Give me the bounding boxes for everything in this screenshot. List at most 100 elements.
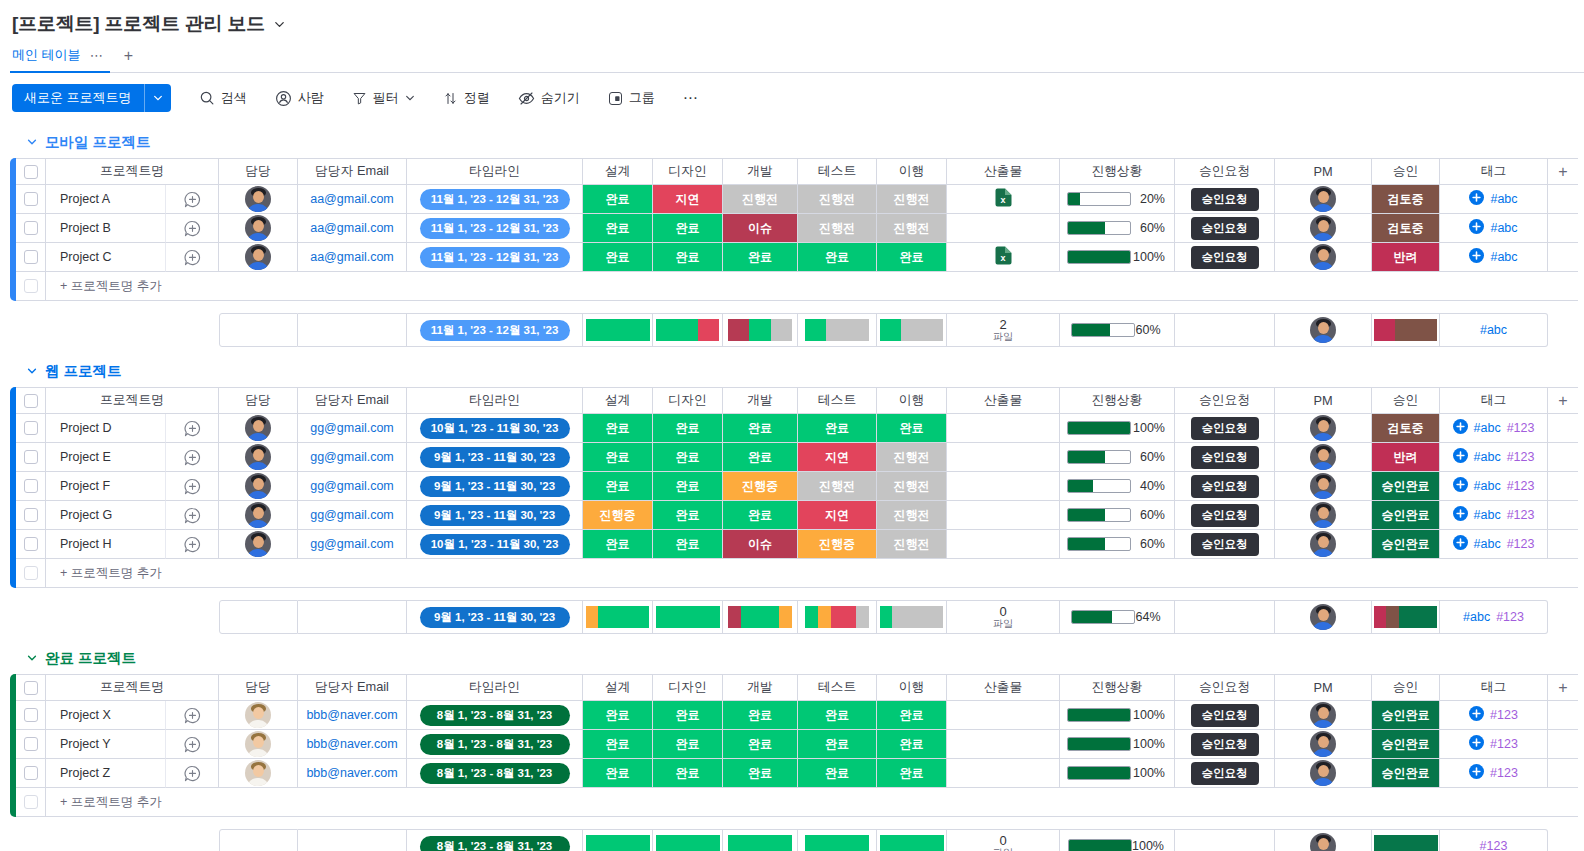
pm-avatar[interactable] [1275, 443, 1372, 472]
status-cell[interactable]: 진행중 [583, 501, 653, 530]
add-tag-icon[interactable] [1453, 419, 1468, 437]
column-header[interactable]: 태그 [1440, 387, 1548, 414]
pm-avatar[interactable] [1275, 214, 1372, 243]
progress-cell[interactable]: 100% [1060, 414, 1175, 443]
status-cell[interactable]: 완료 [583, 185, 653, 214]
select-all-checkbox[interactable] [16, 158, 46, 185]
add-conversation-icon[interactable] [166, 501, 219, 530]
assignee-email-link[interactable]: gg@gmail.com [298, 530, 407, 559]
add-item-button[interactable]: + 프로젝트명 추가 [46, 272, 1578, 301]
timeline-cell[interactable]: 11월 1, '23 - 12월 31, '23 [407, 243, 583, 272]
row-checkbox[interactable] [16, 501, 46, 530]
assignee-email-link[interactable]: aa@gmail.com [298, 185, 407, 214]
status-cell[interactable]: 완료 [723, 501, 798, 530]
status-cell[interactable]: 진행전 [798, 214, 877, 243]
excel-file-icon[interactable]: x [995, 188, 1012, 210]
status-cell[interactable]: 완료 [583, 730, 653, 759]
column-header[interactable]: 디자인 [653, 674, 723, 701]
assignee-email-link[interactable]: aa@gmail.com [298, 214, 407, 243]
pm-avatar[interactable] [1275, 701, 1372, 730]
column-header[interactable]: 진행상황 [1060, 158, 1175, 185]
deliverable-cell[interactable] [947, 501, 1060, 530]
assignee-email-link[interactable]: aa@gmail.com [298, 243, 407, 272]
add-tag-icon[interactable] [1469, 706, 1484, 724]
row-checkbox[interactable] [16, 701, 46, 730]
column-header-project-name[interactable]: 프로젝트명 [46, 158, 219, 185]
status-cell[interactable]: 완료 [877, 730, 947, 759]
tag-cell[interactable]: #123 [1440, 730, 1548, 759]
row-checkbox[interactable] [16, 530, 46, 559]
timeline-cell[interactable]: 10월 1, '23 - 11월 30, '23 [407, 414, 583, 443]
status-cell[interactable]: 진행중 [723, 472, 798, 501]
status-cell[interactable]: 완료 [583, 414, 653, 443]
column-header[interactable]: 담당자 Email [298, 674, 407, 701]
column-header[interactable]: 산출물 [947, 387, 1060, 414]
add-column-button[interactable]: + [1548, 158, 1578, 185]
status-cell[interactable]: 완료 [723, 414, 798, 443]
assignee-avatar[interactable] [219, 214, 298, 243]
tag-cell[interactable]: #abc [1440, 185, 1548, 214]
column-header[interactable]: 진행상황 [1060, 674, 1175, 701]
search-button[interactable]: 검색 [199, 89, 247, 107]
status-cell[interactable]: 완료 [653, 501, 723, 530]
column-header[interactable]: 승인 [1372, 387, 1440, 414]
tab-menu-icon[interactable]: ⋯ [90, 48, 104, 63]
project-name-cell[interactable]: Project A [46, 185, 166, 214]
column-header[interactable]: PM [1275, 674, 1372, 701]
status-cell[interactable]: 완료 [723, 701, 798, 730]
column-header[interactable]: 이행 [877, 158, 947, 185]
tag-cell[interactable]: #abc#123 [1440, 501, 1548, 530]
status-cell[interactable]: 완료 [723, 243, 798, 272]
person-filter-button[interactable]: 사람 [275, 89, 324, 107]
column-header[interactable]: 승인요청 [1175, 674, 1275, 701]
add-conversation-icon[interactable] [166, 759, 219, 788]
add-tag-icon[interactable] [1469, 735, 1484, 753]
status-cell[interactable]: 지연 [798, 443, 877, 472]
add-tag-icon[interactable] [1453, 506, 1468, 524]
approval-status-cell[interactable]: 승인완료 [1372, 501, 1440, 530]
pm-avatar[interactable] [1275, 501, 1372, 530]
approval-status-cell[interactable]: 승인완료 [1372, 530, 1440, 559]
deliverable-cell[interactable] [947, 759, 1060, 788]
approval-request-button[interactable]: 승인요청 [1191, 417, 1259, 440]
status-cell[interactable]: 완료 [798, 759, 877, 788]
board-title-chevron-down-icon[interactable] [273, 18, 286, 31]
progress-cell[interactable]: 100% [1060, 701, 1175, 730]
deliverable-cell[interactable]: x [947, 185, 1060, 214]
status-cell[interactable]: 완료 [653, 214, 723, 243]
add-conversation-icon[interactable] [166, 214, 219, 243]
status-cell[interactable]: 완료 [583, 472, 653, 501]
column-header[interactable]: 태그 [1440, 674, 1548, 701]
approval-request-cell[interactable]: 승인요청 [1175, 759, 1275, 788]
column-header[interactable]: 이행 [877, 387, 947, 414]
column-header-project-name[interactable]: 프로젝트명 [46, 674, 219, 701]
deliverable-cell[interactable] [947, 414, 1060, 443]
group-collapse-chevron-icon[interactable] [26, 364, 38, 380]
status-cell[interactable]: 진행전 [723, 185, 798, 214]
project-name-cell[interactable]: Project H [46, 530, 166, 559]
new-item-button[interactable]: 새로운 프로젝트명 [12, 84, 171, 112]
approval-status-cell[interactable]: 승인완료 [1372, 759, 1440, 788]
assignee-avatar[interactable] [219, 185, 298, 214]
column-header[interactable]: 테스트 [798, 387, 877, 414]
column-header-project-name[interactable]: 프로젝트명 [46, 387, 219, 414]
project-name-cell[interactable]: Project D [46, 414, 166, 443]
status-cell[interactable]: 완료 [877, 414, 947, 443]
column-header[interactable]: 담당 [219, 158, 298, 185]
approval-request-button[interactable]: 승인요청 [1191, 188, 1259, 211]
column-header[interactable]: 테스트 [798, 674, 877, 701]
approval-request-cell[interactable]: 승인요청 [1175, 501, 1275, 530]
column-header[interactable]: 디자인 [653, 387, 723, 414]
column-header[interactable]: 개발 [723, 387, 798, 414]
status-cell[interactable]: 완료 [583, 530, 653, 559]
status-cell[interactable]: 완료 [653, 730, 723, 759]
timeline-cell[interactable]: 8월 1, '23 - 8월 31, '23 [407, 701, 583, 730]
approval-request-button[interactable]: 승인요청 [1191, 762, 1259, 785]
column-header[interactable]: 타임라인 [407, 387, 583, 414]
approval-status-cell[interactable]: 승인완료 [1372, 701, 1440, 730]
summary-timeline-cell[interactable]: 9월 1, '23 - 11월 30, '23 [407, 600, 583, 634]
tag-cell[interactable]: #abc#123 [1440, 414, 1548, 443]
approval-status-cell[interactable]: 검토중 [1372, 214, 1440, 243]
assignee-email-link[interactable]: gg@gmail.com [298, 472, 407, 501]
pm-avatar[interactable] [1275, 243, 1372, 272]
